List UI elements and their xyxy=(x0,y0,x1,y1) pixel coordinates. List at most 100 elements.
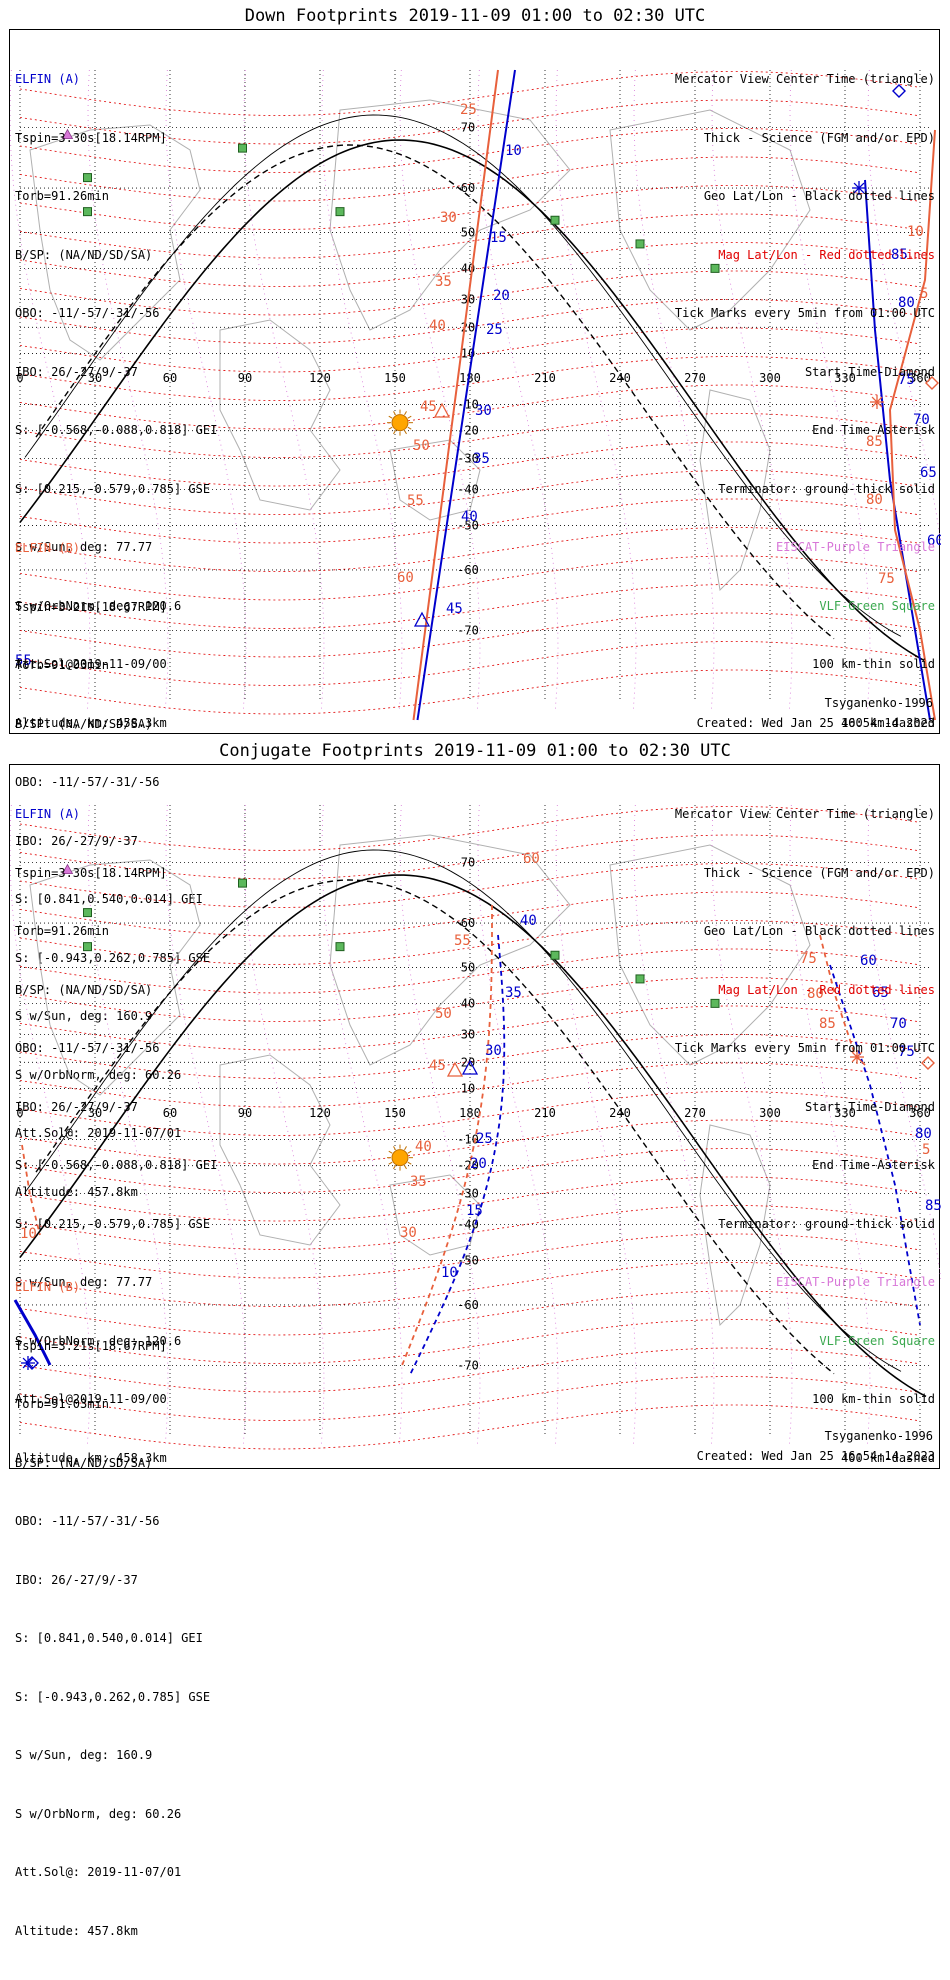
latitude-label: -60 xyxy=(457,1298,479,1312)
latitude-label: -70 xyxy=(457,1359,479,1373)
info-line: B/SP: (NA/ND/SD/SA) xyxy=(15,1454,210,1474)
info-line: S: [-0.568,-0.088,0.818] GEI xyxy=(15,1156,217,1176)
info-line: S: [-0.943,0.262,0.785] GSE xyxy=(15,1688,210,1708)
info-line: Att.Sol@: 2019-11-07/01 xyxy=(15,1863,210,1883)
info-line: Tspin=3.21s[18.67RPM] xyxy=(15,598,210,618)
legend-item: Start Time-Diamond xyxy=(675,1098,935,1118)
elfin-a-tick-label: 10 xyxy=(441,1265,458,1281)
legend-item: Mag Lat/Lon - Red dotted lines xyxy=(675,981,935,1001)
panel-2-model: Tsyganenko-1996 xyxy=(825,1429,933,1443)
legend-item: 100 km-thin solid xyxy=(675,655,935,675)
vlf-station-icon xyxy=(239,144,247,152)
longitude-label: 210 xyxy=(534,1106,556,1120)
info-line: OBO: -11/-57/-31/-56 xyxy=(15,1512,210,1532)
elfin-a-tick-label: 10 xyxy=(505,143,522,159)
elfin-a-tick-label: 35 xyxy=(505,985,522,1001)
legend-item: Mercator View Center Time (triangle) xyxy=(675,70,935,90)
elfin-a-tick-label: 15 xyxy=(490,230,507,246)
vlf-station-icon xyxy=(239,879,247,887)
legend-item: Geo Lat/Lon - Black dotted lines xyxy=(675,922,935,942)
info-line: OBO: -11/-57/-31/-56 xyxy=(15,1039,217,1059)
info-line: S: [0.841,0.540,0.014] GEI xyxy=(15,1629,210,1649)
longitude-label: 240 xyxy=(609,1106,631,1120)
elfin-b-tick-label: 45 xyxy=(429,1058,446,1074)
sun-icon xyxy=(392,1150,408,1166)
legend-item: Terminator: ground-thick solid xyxy=(675,480,935,500)
info-line: B/SP: (NA/ND/SD/SA) xyxy=(15,715,210,735)
panel-2-created: Created: Wed Jan 25 16:54:14 2023 xyxy=(697,1449,935,1463)
legend-item: Mercator View Center Time (triangle) xyxy=(675,805,935,825)
panel-1-created: Created: Wed Jan 25 16:54:14 2023 xyxy=(697,716,935,730)
coastline xyxy=(220,320,340,510)
mag-longitude-line xyxy=(556,70,636,710)
panel-2-elfin-b-info: ELFIN (B) Tspin=3.21s[18.67RPM] Torb=91.… xyxy=(15,1239,210,1980)
sun-ray xyxy=(408,427,411,429)
latitude-label: 60 xyxy=(461,916,475,930)
info-line: IBO: 26/-27/9/-37 xyxy=(15,1571,210,1591)
legend-item: EISCAT-Purple Triangle xyxy=(675,1273,935,1293)
vlf-station-icon xyxy=(336,208,344,216)
elfin-b-tick-label: 35 xyxy=(410,1174,427,1190)
longitude-label: 150 xyxy=(384,1106,406,1120)
longitude-label: 180 xyxy=(459,1106,481,1120)
latitude-label: 70 xyxy=(461,120,475,134)
vlf-station-icon xyxy=(636,975,644,983)
panel-1-model: Tsyganenko-1996 xyxy=(825,696,933,710)
info-line: Tspin=3.30s[18.14RPM] xyxy=(15,864,217,884)
latitude-label: -30 xyxy=(457,1187,479,1201)
legend-item: End Time-Asterisk xyxy=(675,1156,935,1176)
latitude-label: 70 xyxy=(461,855,475,869)
elfin-b-tick-label: 60 xyxy=(397,570,414,586)
mag-longitude-line xyxy=(400,805,480,1445)
info-line: Torb=91.03min xyxy=(15,1395,210,1415)
info-line: B/SP: (NA/ND/SD/SA) xyxy=(15,981,217,1001)
legend-item: Geo Lat/Lon - Black dotted lines xyxy=(675,187,935,207)
sun-ray xyxy=(408,1162,411,1164)
legend-item: EISCAT-Purple Triangle xyxy=(675,538,935,558)
elfin-b-tick-label: 50 xyxy=(435,1006,452,1022)
elfin-a-track xyxy=(418,70,516,720)
elfin-b-tick-label: 45 xyxy=(420,399,437,415)
latitude-label: 50 xyxy=(461,225,475,239)
sun-ray xyxy=(405,430,407,433)
sun-ray xyxy=(405,1165,407,1168)
info-line: IBO: 26/-27/9/-37 xyxy=(15,1098,217,1118)
sun-ray xyxy=(394,411,396,414)
latitude-label: 60 xyxy=(461,181,475,195)
elfin-a-tick-label: 40 xyxy=(461,509,478,525)
longitude-label: 90 xyxy=(238,371,252,385)
elfin-b-tick-label: 55 xyxy=(407,493,424,509)
elfin-a-tick-label: 15 xyxy=(466,1203,483,1219)
sun-ray xyxy=(405,1146,407,1149)
elfin-a-tick-label: 20 xyxy=(493,288,510,304)
legend-item: Start Time-Diamond xyxy=(675,363,935,383)
elfin-b-label: ELFIN (B) xyxy=(15,539,210,559)
elfin-a-tick-label: 25 xyxy=(486,322,503,338)
elfin-a-label: ELFIN (A) xyxy=(15,805,217,825)
elfin-b-tick-label: 30 xyxy=(440,210,457,226)
sun-ray xyxy=(394,1146,396,1149)
elfin-a-tick-label: 35 xyxy=(473,451,490,467)
sun-ray xyxy=(408,1151,411,1153)
legend-item: VLF-Green Square xyxy=(675,1332,935,1352)
panel-2-legend: Mercator View Center Time (triangle) Thi… xyxy=(675,766,935,1507)
panel-2-title: Conjugate Footprints 2019-11-09 01:00 to… xyxy=(0,741,950,761)
legend-item: Thick - Science (FGM and/or EPD) xyxy=(675,129,935,149)
elfin-a-tick-label: 30 xyxy=(475,403,492,419)
info-line: Torb=91.03min xyxy=(15,656,210,676)
info-line: IBO: 26/-27/9/-37 xyxy=(15,363,217,383)
sun-ray xyxy=(394,430,396,433)
sun-ray xyxy=(405,411,407,414)
longitude-label: 90 xyxy=(238,1106,252,1120)
longitude-label: 120 xyxy=(309,371,331,385)
elfin-a-tick-label: 40 xyxy=(520,913,537,929)
sun-ray xyxy=(389,427,392,429)
latitude-label: 50 xyxy=(461,960,475,974)
latitude-label: -60 xyxy=(457,563,479,577)
longitude-label: 120 xyxy=(309,1106,331,1120)
coastline xyxy=(330,835,570,1065)
elfin-a-tick-label: 25 xyxy=(476,1131,493,1147)
info-line: S w/OrbNorm, deg: 60.26 xyxy=(15,1805,210,1825)
legend-item: 100 km-thin solid xyxy=(675,1390,935,1410)
sun-ray xyxy=(389,1151,392,1153)
